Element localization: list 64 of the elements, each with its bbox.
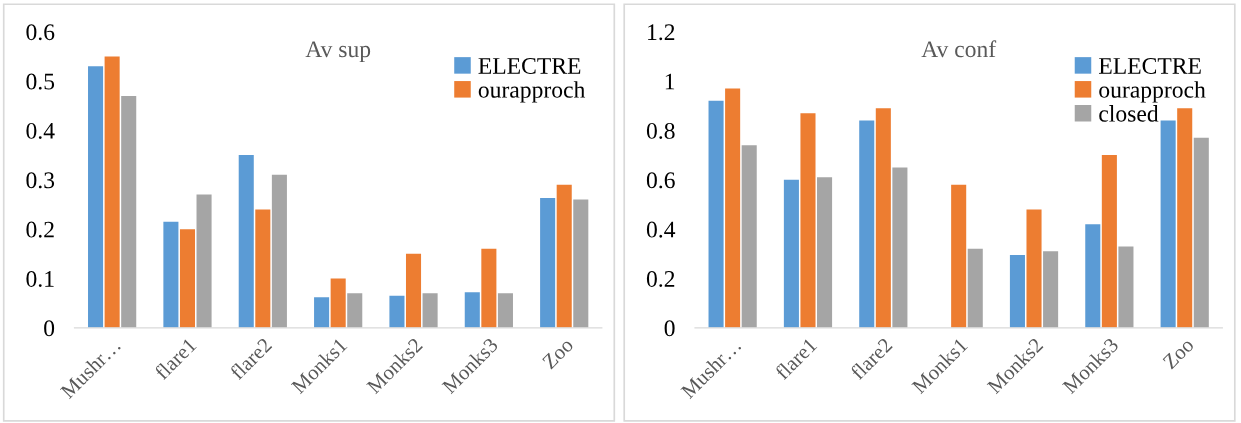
bar (389, 295, 405, 328)
bar (255, 209, 271, 328)
bar (163, 221, 179, 328)
bar (875, 108, 891, 328)
bar (1085, 224, 1101, 328)
y-tick-label: 0 (664, 320, 675, 337)
y-tick-label: 0.6 (26, 24, 55, 41)
bar (741, 145, 757, 328)
bar (800, 113, 816, 328)
bar (271, 174, 287, 328)
y-tick-label: 0.5 (26, 73, 55, 90)
bar (817, 177, 833, 328)
bar (238, 155, 254, 328)
bar (104, 56, 120, 328)
legend-label: ELECTRE (1099, 58, 1201, 74)
bar (1177, 108, 1193, 328)
y-tick-label: 0.3 (26, 172, 55, 189)
bar (405, 253, 422, 328)
legend-label: ELECTRE (478, 58, 581, 74)
bar (464, 292, 480, 328)
bar (1193, 137, 1209, 328)
bar (330, 278, 346, 328)
bar (892, 167, 908, 328)
legend-label: closed (1099, 105, 1159, 122)
legend-label: ourapproch (1099, 81, 1206, 103)
y-tick-label: 0.8 (646, 122, 675, 139)
bar (314, 297, 330, 328)
bar (556, 184, 572, 328)
bar (88, 66, 104, 328)
y-tick-label: 0 (44, 320, 55, 337)
bar (1160, 120, 1176, 328)
y-tick-label: 0.1 (26, 270, 54, 287)
bar (573, 199, 589, 328)
bar (347, 293, 363, 328)
y-tick-label: 0.4 (646, 221, 676, 238)
bar (540, 198, 556, 328)
bar (497, 293, 513, 328)
bar (1026, 209, 1042, 328)
bar (708, 100, 724, 328)
chart-title: Av sup (305, 41, 371, 63)
bar (967, 248, 983, 328)
chart-title: Av conf (921, 40, 997, 58)
y-tick-label: 0.2 (646, 270, 675, 287)
bar (725, 88, 741, 328)
bar (121, 95, 137, 328)
bar (859, 120, 875, 328)
bar (951, 184, 967, 328)
bar (1118, 246, 1134, 328)
y-tick-label: 1 (665, 73, 675, 90)
bar (1043, 251, 1059, 328)
bar (783, 179, 799, 328)
y-tick-label: 1.2 (648, 24, 675, 41)
x-tick-label: Zoo (1162, 337, 1195, 370)
bar (179, 229, 196, 328)
bar (1009, 255, 1025, 328)
y-tick-label: 0.6 (646, 172, 675, 189)
bar (1101, 155, 1117, 328)
y-tick-label: 0.2 (26, 221, 54, 238)
bar (481, 248, 497, 328)
bar (196, 194, 212, 328)
y-tick-label: 0.4 (26, 122, 55, 139)
bar (422, 293, 438, 328)
x-tick-label: Zoo (541, 337, 575, 370)
legend-label: ourapproch (478, 81, 586, 103)
